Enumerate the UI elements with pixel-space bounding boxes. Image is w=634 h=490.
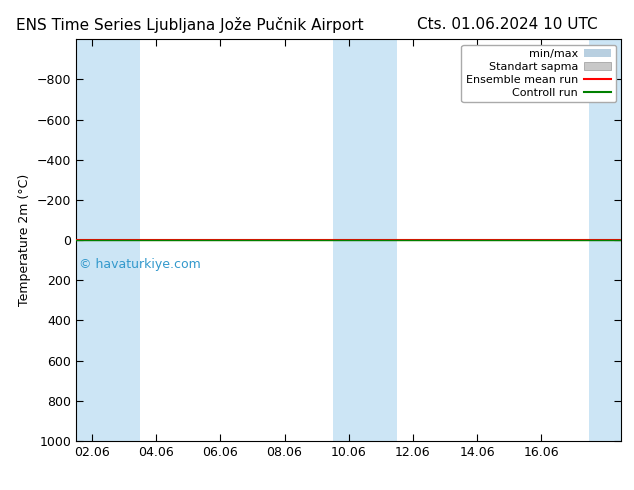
Text: © havaturkiye.com: © havaturkiye.com xyxy=(79,258,200,271)
Bar xyxy=(333,39,397,441)
Text: ENS Time Series Ljubljana Jože Pučnik Airport: ENS Time Series Ljubljana Jože Pučnik Ai… xyxy=(16,17,364,33)
Legend: min/max, Standart sapma, Ensemble mean run, Controll run: min/max, Standart sapma, Ensemble mean r… xyxy=(462,45,616,102)
Y-axis label: Temperature 2m (°C): Temperature 2m (°C) xyxy=(18,174,31,306)
Text: Cts. 01.06.2024 10 UTC: Cts. 01.06.2024 10 UTC xyxy=(417,17,597,32)
Bar xyxy=(589,39,621,441)
Bar xyxy=(76,39,140,441)
